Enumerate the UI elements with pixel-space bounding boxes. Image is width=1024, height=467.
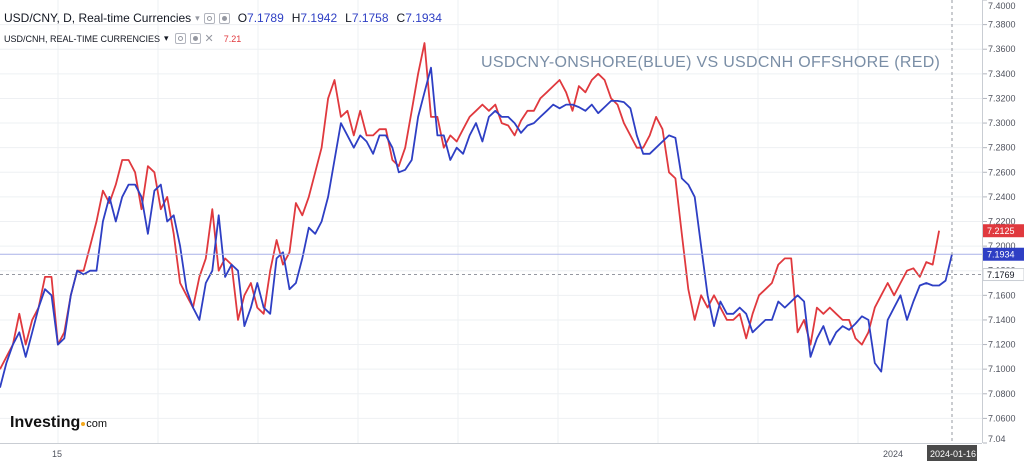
- price-axis[interactable]: 7.4000 7.3800 7.3600 7.3400 7.3200 7.3000 7.28…: [982, 0, 1024, 461]
- time-tick-label: 15: [52, 449, 62, 459]
- price-tick-label: 7.1600: [988, 290, 1016, 300]
- price-tick-label: 7.3400: [988, 69, 1016, 79]
- price-tick-label: 7.0800: [988, 389, 1016, 399]
- price-tick-label: 7.1000: [988, 364, 1016, 374]
- series-line-usdcnh: [0, 42, 940, 370]
- price-tick-label: 7.2400: [988, 192, 1016, 202]
- price-tick-label: 7.2200: [988, 217, 1016, 227]
- crosshair-date-box: [927, 445, 977, 461]
- eye-icon[interactable]: [174, 33, 186, 44]
- close-icon[interactable]: ✕: [204, 33, 214, 45]
- price-tag-label: 7.1769: [987, 270, 1015, 280]
- price-tick-label: 7.2800: [988, 143, 1016, 153]
- price-tag-box: [982, 247, 1024, 261]
- crosshair-date-label: 2024-01-16: [930, 449, 976, 459]
- ohlc-low: L7.1758: [345, 11, 389, 25]
- time-tick-label: 2024: [883, 449, 903, 459]
- main-legend: USD/CNY, D, Real-time Currencies ▾ O7.17…: [4, 11, 442, 25]
- chart-plot-svg: [0, 0, 982, 443]
- time-axis-svg: 15 2024 2024-01-16: [52, 445, 977, 461]
- chevron-down-icon[interactable]: ▾: [195, 12, 200, 23]
- price-tick-label: 7.3200: [988, 93, 1016, 103]
- price-tick-label: 7.0600: [988, 413, 1016, 423]
- investing-logo: Investing com: [10, 414, 108, 431]
- price-tick-label: 7.04: [988, 434, 1006, 444]
- symbol-title[interactable]: USD/CNY, D, Real-time Currencies: [4, 11, 192, 25]
- chevron-down-icon[interactable]: ▾: [164, 33, 169, 43]
- price-tick-label: 7.3800: [988, 20, 1016, 30]
- price-tag-box: [982, 224, 1024, 238]
- gear-icon[interactable]: [189, 33, 201, 44]
- logo-dot-icon: [81, 422, 86, 426]
- price-tick-label: 7.1400: [988, 315, 1016, 325]
- price-tag-label: 7.2125: [987, 226, 1015, 236]
- ohlc-open: O7.1789: [237, 11, 284, 25]
- price-tag-box: [982, 268, 1024, 282]
- chart-plot-area[interactable]: [0, 0, 983, 443]
- series2-title[interactable]: USD/CNH, REAL-TIME CURRENCIES: [4, 33, 161, 44]
- ohlc-high: H7.1942: [291, 11, 338, 25]
- gear-icon[interactable]: [218, 12, 230, 24]
- chart-annotation: USDCNY-ONSHORE(BLUE) VS USDCNH OFFSHORE …: [481, 54, 941, 71]
- series2-legend: USD/CNH, REAL-TIME CURRENCIES ▾ ✕ 7.21: [4, 32, 241, 45]
- price-tick-label: 7.2000: [988, 241, 1016, 251]
- price-tick-label: 7.2600: [988, 167, 1016, 177]
- price-tick-label: 7.3600: [988, 44, 1016, 54]
- eye-icon[interactable]: [203, 12, 215, 24]
- ohlc-close: C7.1934: [396, 11, 442, 25]
- series-line-usdcny: [0, 66, 953, 388]
- time-axis[interactable]: 15 2024 2024-01-16: [0, 443, 982, 462]
- price-tick-label: 7.3000: [988, 118, 1016, 128]
- series2-value: 7.21: [223, 33, 242, 44]
- price-tag-label: 7.1934: [987, 250, 1015, 260]
- price-axis-svg: 7.4000 7.3800 7.3600 7.3400 7.3200 7.3000 7.28…: [982, 0, 1024, 444]
- price-tick-label: 7.4000: [988, 1, 1016, 11]
- price-tick-label: 7.1200: [988, 340, 1016, 350]
